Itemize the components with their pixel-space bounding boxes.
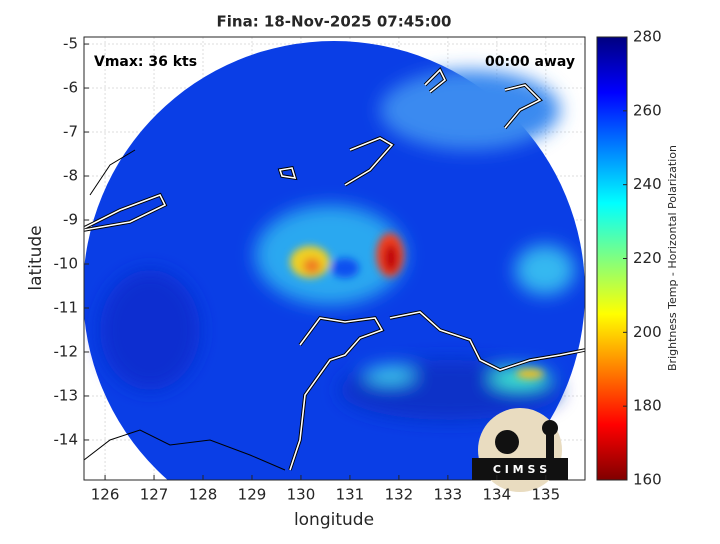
colorbar: [596, 36, 628, 481]
y-tick-label: -7: [63, 123, 78, 141]
colorbar-tick-label: 280: [633, 28, 662, 46]
chart-title: Fina: 18-Nov-2025 07:45:00: [217, 13, 452, 31]
y-axis-label: latitude: [26, 225, 46, 290]
x-tick-label: 133: [434, 486, 463, 504]
colorbar-tick-label: 220: [633, 249, 662, 267]
colorbar-tick-label: 240: [633, 175, 662, 193]
x-tick-label: 131: [336, 486, 365, 504]
brightness-features: [100, 70, 575, 420]
x-tick-label: 129: [238, 486, 267, 504]
y-tick-label: -8: [63, 167, 78, 185]
y-tick-label: -9: [63, 211, 78, 229]
plot-frame: [83, 36, 586, 481]
y-tick-label: -11: [54, 298, 79, 316]
y-tick-label: -14: [54, 430, 79, 448]
colorbar-tick-label: 200: [633, 323, 662, 341]
x-tick-label: 134: [483, 486, 512, 504]
colorbar-tick-label: 180: [633, 397, 662, 415]
satellite-swath: [84, 41, 585, 480]
x-tick-label: 135: [532, 486, 561, 504]
x-tick-label: 126: [91, 486, 120, 504]
storm-core: [290, 233, 544, 379]
colorbar-tick-label: 260: [633, 101, 662, 119]
vmax-annotation: Vmax: 36 kts: [94, 54, 197, 70]
x-tick-label: 130: [287, 486, 316, 504]
cimss-logo: C I M S S: [472, 408, 568, 492]
x-tick-label: 128: [189, 486, 218, 504]
x-axis-label: longitude: [294, 510, 374, 530]
colorbar-tick-label: 160: [633, 471, 662, 489]
colorbar-label: Brightness Temp - Horizontal Polarizatio…: [666, 145, 679, 371]
x-tick-label: 127: [140, 486, 169, 504]
y-tick-label: -6: [63, 79, 78, 97]
time-annotation: 00:00 away: [485, 54, 575, 70]
y-tick-label: -12: [54, 342, 79, 360]
coastlines: [84, 67, 585, 471]
logo-text: C I M S S: [493, 463, 547, 476]
x-tick-label: 132: [385, 486, 414, 504]
y-tick-label: -5: [63, 35, 78, 53]
y-tick-label: -10: [54, 254, 79, 272]
y-tick-label: -13: [54, 386, 79, 404]
